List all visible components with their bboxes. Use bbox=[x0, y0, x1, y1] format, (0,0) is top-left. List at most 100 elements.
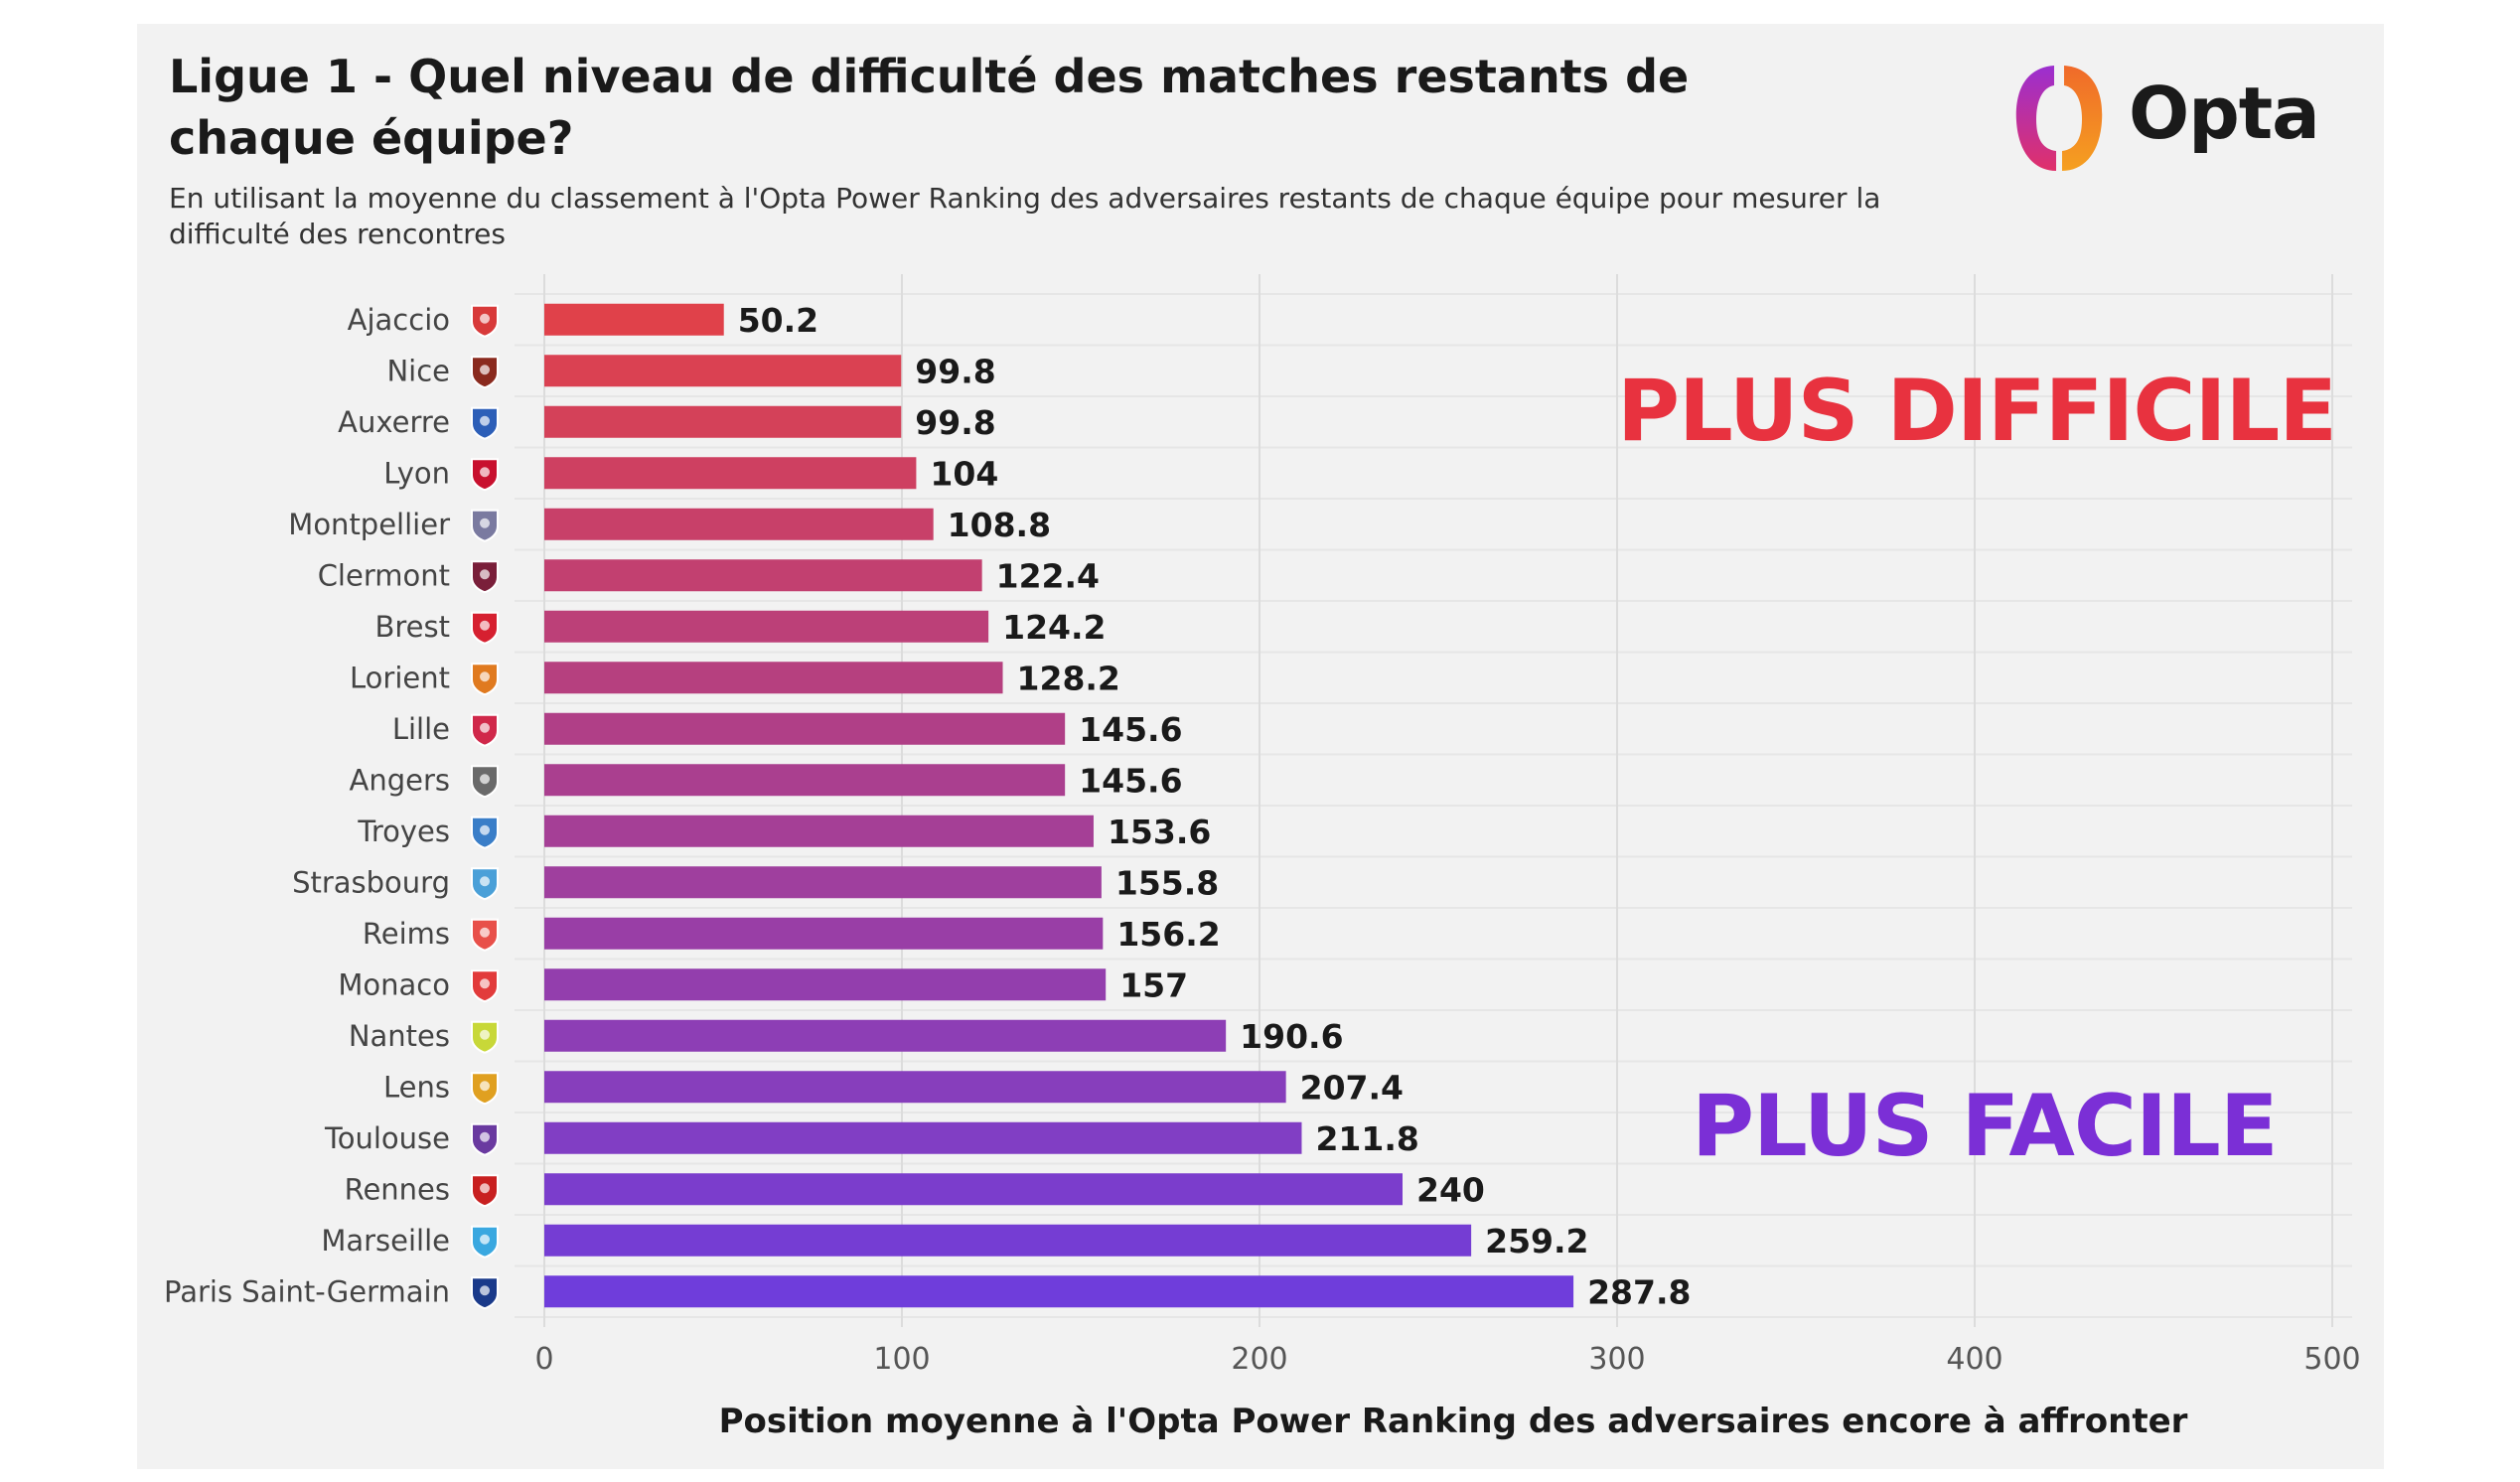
team-label: Reims bbox=[363, 917, 450, 951]
bar bbox=[544, 764, 1066, 797]
team-label: Nice bbox=[386, 354, 450, 387]
nice-crest-icon bbox=[471, 356, 499, 389]
callout-easy: PLUS FACILE bbox=[1692, 1077, 2279, 1176]
opta-logo-text: Opta bbox=[2129, 72, 2320, 155]
x-tick-label: 500 bbox=[2303, 1342, 2360, 1377]
crest-emblem bbox=[480, 1081, 490, 1092]
bar-value-label: 157 bbox=[1119, 965, 1188, 1004]
bar-value-label: 124.2 bbox=[1002, 608, 1106, 647]
bar-value-label: 287.8 bbox=[1587, 1272, 1691, 1311]
marseille-crest-icon bbox=[471, 1225, 499, 1259]
crest-emblem bbox=[480, 467, 490, 478]
bar bbox=[544, 559, 982, 592]
strasbourg-crest-icon bbox=[471, 867, 499, 901]
clermont-crest-icon bbox=[471, 560, 499, 594]
crest-emblem bbox=[480, 365, 490, 375]
team-label: Marseille bbox=[321, 1224, 450, 1258]
bar-value-label: 108.8 bbox=[948, 506, 1051, 544]
crest-emblem bbox=[480, 620, 490, 631]
ajaccio-crest-icon bbox=[471, 304, 499, 338]
lens-crest-icon bbox=[471, 1072, 499, 1106]
crest-emblem bbox=[480, 1234, 490, 1245]
crest-emblem bbox=[480, 518, 490, 528]
team-label: Nantes bbox=[349, 1019, 450, 1053]
bar bbox=[544, 866, 1102, 899]
nantes-crest-icon bbox=[471, 1020, 499, 1054]
team-label: Brest bbox=[374, 610, 450, 644]
bar-value-label: 207.4 bbox=[1300, 1068, 1404, 1107]
team-label: Lille bbox=[392, 712, 450, 746]
bar-value-label: 122.4 bbox=[996, 556, 1100, 595]
bar-value-label: 156.2 bbox=[1116, 915, 1220, 954]
x-tick-label: 200 bbox=[1231, 1342, 1287, 1377]
bar bbox=[544, 508, 934, 540]
bar bbox=[544, 1173, 1403, 1206]
opta-logo: Opta bbox=[2004, 54, 2332, 183]
bar-value-label: 153.6 bbox=[1108, 813, 1211, 851]
crest-emblem bbox=[480, 978, 490, 989]
bar-value-label: 155.8 bbox=[1115, 863, 1219, 902]
team-label: Toulouse bbox=[324, 1121, 450, 1155]
callout-hard: PLUS DIFFICILE bbox=[1617, 362, 2337, 461]
reims-crest-icon bbox=[471, 918, 499, 952]
bar-value-label: 50.2 bbox=[738, 301, 818, 340]
bar bbox=[544, 662, 1003, 694]
team-label: Lens bbox=[383, 1070, 450, 1104]
bars-layer bbox=[544, 303, 1574, 1308]
team-label: Troyes bbox=[357, 815, 450, 848]
crest-emblem bbox=[480, 876, 490, 887]
crest-emblem bbox=[480, 569, 490, 580]
x-tick-label: 300 bbox=[1588, 1342, 1645, 1377]
chart-title: Ligue 1 - Quel niveau de difficulté des … bbox=[169, 50, 1690, 165]
bar-value-label: 240 bbox=[1416, 1170, 1485, 1209]
bar bbox=[544, 1121, 1302, 1154]
bar bbox=[544, 1071, 1286, 1104]
lorient-crest-icon bbox=[471, 663, 499, 696]
crest-emblem bbox=[480, 671, 490, 682]
team-label: Strasbourg bbox=[292, 865, 450, 899]
crest-emblem bbox=[480, 1131, 490, 1142]
lille-crest-icon bbox=[471, 713, 499, 747]
team-label: Ajaccio bbox=[348, 303, 450, 337]
bar bbox=[544, 712, 1066, 745]
brest-crest-icon bbox=[471, 611, 499, 645]
team-label: Auxerre bbox=[338, 405, 450, 439]
bar-value-label: 145.6 bbox=[1079, 710, 1182, 749]
x-tick-label: 0 bbox=[534, 1342, 553, 1377]
troyes-crest-icon bbox=[471, 815, 499, 849]
bar bbox=[544, 968, 1107, 1001]
crest-emblem bbox=[480, 722, 490, 733]
bar-chart: 0 100 200 300 400 500 Ajaccio 50.2 Nice 99.8 Auxer… bbox=[164, 274, 2361, 1441]
bar bbox=[544, 405, 902, 438]
crest-emblem bbox=[480, 774, 490, 785]
bar-value-label: 145.6 bbox=[1079, 761, 1182, 800]
chart-subtitle: En utilisant la moyenne du classement à … bbox=[169, 182, 1881, 250]
bar-value-label: 99.8 bbox=[915, 352, 995, 390]
bar bbox=[544, 610, 989, 643]
bar bbox=[544, 303, 724, 336]
bar-value-label: 211.8 bbox=[1315, 1119, 1418, 1158]
toulouse-crest-icon bbox=[471, 1122, 499, 1156]
crest-emblem bbox=[480, 313, 490, 324]
bar bbox=[544, 355, 902, 387]
crest-emblem bbox=[480, 415, 490, 426]
crest-emblem bbox=[480, 824, 490, 835]
bar-value-label: 104 bbox=[930, 454, 998, 493]
angers-crest-icon bbox=[471, 765, 499, 799]
opta-logo-icon bbox=[2015, 66, 2103, 171]
crest-emblem bbox=[480, 1285, 490, 1296]
team-label: Monaco bbox=[338, 967, 450, 1001]
labels-layer: 0 100 200 300 400 500 Ajaccio 50.2 Nice 99.8 Auxer… bbox=[164, 301, 2361, 1377]
x-tick-label: 100 bbox=[873, 1342, 930, 1377]
bar bbox=[544, 917, 1104, 950]
crest-emblem bbox=[480, 927, 490, 938]
team-label: Montpellier bbox=[288, 508, 450, 541]
team-label: Paris Saint-Germain bbox=[164, 1274, 450, 1308]
team-label: Lyon bbox=[383, 456, 450, 490]
auxerre-crest-icon bbox=[471, 406, 499, 440]
crest-emblem bbox=[480, 1183, 490, 1194]
bar bbox=[544, 1275, 1574, 1308]
bar bbox=[544, 815, 1094, 847]
chart-card: Ligue 1 - Quel niveau de difficulté des … bbox=[137, 24, 2384, 1469]
bar-value-label: 190.6 bbox=[1240, 1017, 1343, 1056]
